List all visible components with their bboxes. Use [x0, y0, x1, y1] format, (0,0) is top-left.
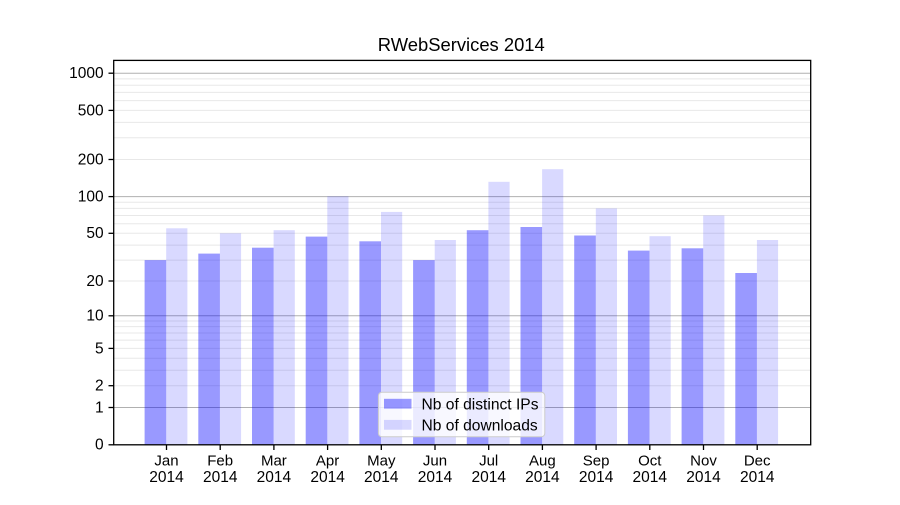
svg-text:2014: 2014 [633, 469, 668, 486]
svg-text:May: May [367, 453, 396, 470]
svg-text:2014: 2014 [203, 469, 238, 486]
svg-text:Jul: Jul [479, 453, 498, 470]
svg-text:100: 100 [78, 189, 104, 206]
svg-text:2014: 2014 [257, 469, 292, 486]
svg-text:Jun: Jun [423, 453, 447, 470]
svg-text:Jan: Jan [154, 453, 178, 470]
svg-text:RWebServices 2014: RWebServices 2014 [378, 34, 545, 55]
svg-text:2014: 2014 [418, 469, 453, 486]
svg-text:2014: 2014 [364, 469, 399, 486]
svg-text:20: 20 [86, 273, 104, 290]
svg-text:Nb of downloads: Nb of downloads [422, 418, 538, 435]
svg-text:Nov: Nov [690, 453, 717, 470]
svg-text:Dec: Dec [744, 453, 771, 470]
svg-text:Aug: Aug [529, 453, 556, 470]
svg-text:Sep: Sep [583, 453, 610, 470]
svg-text:2014: 2014 [149, 469, 184, 486]
svg-text:Nb of distinct IPs: Nb of distinct IPs [422, 396, 539, 413]
svg-text:2014: 2014 [740, 469, 775, 486]
svg-text:200: 200 [78, 151, 104, 168]
svg-text:2014: 2014 [686, 469, 721, 486]
svg-text:10: 10 [86, 308, 104, 325]
svg-text:Feb: Feb [207, 453, 233, 470]
svg-text:0: 0 [95, 437, 104, 454]
svg-text:1: 1 [95, 399, 104, 416]
svg-text:Apr: Apr [316, 453, 339, 470]
svg-text:2014: 2014 [525, 469, 560, 486]
svg-text:5: 5 [95, 340, 104, 357]
svg-text:50: 50 [86, 225, 104, 242]
svg-text:500: 500 [78, 102, 104, 119]
svg-text:1000: 1000 [69, 65, 104, 82]
svg-text:2014: 2014 [310, 469, 345, 486]
svg-text:Oct: Oct [638, 453, 662, 470]
svg-text:Mar: Mar [261, 453, 287, 470]
svg-text:2: 2 [95, 378, 104, 395]
svg-text:2014: 2014 [579, 469, 614, 486]
svg-text:2014: 2014 [471, 469, 506, 486]
